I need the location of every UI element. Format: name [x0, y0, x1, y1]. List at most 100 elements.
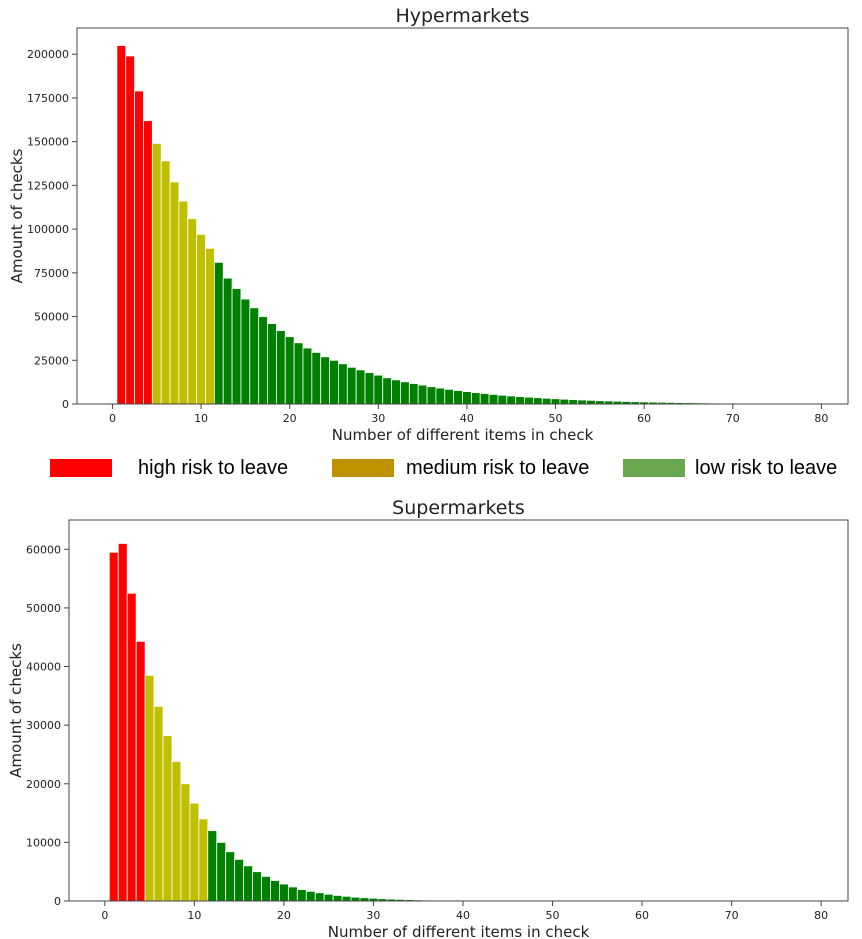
supermarkets-chart: Supermarkets 0 10 20 30 40 50 60 70 80 0 10000 20000…: [7, 497, 849, 939]
y-tick-label: 125000: [27, 179, 69, 192]
bar-30: [373, 374, 384, 405]
x-tick-label: 40: [460, 412, 474, 425]
bar-1: [116, 45, 127, 405]
bar-26: [332, 895, 343, 902]
risk-legend: high risk to leave medium risk to leave …: [0, 446, 862, 486]
bar-5: [151, 143, 162, 405]
bar-20: [279, 883, 289, 902]
bar-24: [314, 892, 325, 902]
bar-10: [196, 233, 206, 405]
bar-16: [249, 307, 260, 405]
bar-18: [261, 875, 271, 902]
x-tick-label: 80: [814, 412, 828, 425]
bar-36: [426, 386, 437, 405]
bar-25: [323, 893, 334, 902]
bar-3: [134, 90, 144, 405]
bar-24: [320, 356, 330, 405]
x-tick-label: 50: [546, 909, 560, 922]
bar-23: [311, 352, 322, 405]
x-tick-label: 80: [814, 909, 828, 922]
legend-label-high: high risk to leave: [138, 456, 289, 479]
x-tick-label: 70: [725, 909, 739, 922]
bar-31: [382, 377, 393, 405]
x-tick-label: 10: [187, 909, 201, 922]
bar-32: [391, 379, 401, 405]
bar-20: [284, 336, 295, 405]
legend-swatch-medium: [332, 459, 394, 477]
bar-53: [577, 399, 587, 405]
bar-28: [350, 896, 361, 902]
y-tick-label: 40000: [26, 661, 61, 674]
bar-29: [364, 372, 375, 405]
bar-25: [329, 359, 339, 405]
y-tick-label: 0: [62, 398, 69, 411]
legend-swatch-low: [623, 459, 685, 477]
bar-35: [417, 384, 428, 405]
bar-19: [275, 330, 286, 405]
x-tick-label: 0: [101, 909, 108, 922]
bars: [116, 45, 729, 405]
bar-1: [108, 551, 119, 902]
x-tick-label: 30: [366, 909, 380, 922]
bar-2: [125, 55, 136, 405]
x-axis-label: Number of different items in check: [332, 426, 594, 444]
bar-2: [117, 543, 128, 902]
bar-51: [559, 398, 570, 405]
bar-13: [216, 841, 227, 902]
bar-45: [506, 395, 517, 405]
legend-swatch-high: [50, 459, 112, 477]
bar-43: [488, 393, 499, 405]
x-tick-label: 40: [456, 909, 470, 922]
x-tick-label: 70: [726, 412, 740, 425]
bar-16: [243, 865, 253, 902]
bar-48: [532, 397, 543, 405]
bar-40: [462, 391, 472, 405]
y-tick-label: 150000: [27, 136, 69, 149]
bar-38: [444, 388, 455, 405]
bar-46: [515, 396, 525, 405]
bar-41: [470, 392, 481, 405]
bar-26: [338, 363, 348, 405]
bars: [108, 543, 468, 902]
y-tick-label: 25000: [34, 354, 69, 367]
bar-42: [479, 393, 490, 405]
bar-18: [267, 323, 277, 405]
bar-50: [550, 398, 561, 405]
y-tick-label: 30000: [26, 719, 61, 732]
legend-item-low: low risk to leave: [623, 456, 837, 480]
y-axis-label: Amount of checks: [8, 148, 26, 283]
bar-12: [213, 261, 224, 405]
y-tick-label: 20000: [26, 778, 61, 791]
hypermarkets-chart: Hypermarkets 0 10 20 30 40 50 60 70 80 0 25000 50000…: [8, 5, 849, 444]
bar-27: [341, 895, 352, 902]
bar-34: [408, 383, 419, 405]
bar-14: [225, 851, 236, 902]
x-tick-label: 30: [371, 412, 385, 425]
bar-6: [160, 160, 171, 405]
bar-9: [180, 783, 191, 902]
x-tick-label: 20: [283, 412, 297, 425]
plot-frame: [68, 519, 849, 902]
chart-title: Hypermarkets: [395, 5, 529, 27]
bar-17: [258, 316, 268, 405]
bar-7: [169, 181, 180, 405]
bar-14: [231, 288, 242, 405]
bar-47: [524, 396, 534, 405]
bar-11: [205, 247, 215, 405]
bar-39: [453, 390, 463, 405]
bar-15: [240, 298, 251, 405]
bar-21: [287, 886, 298, 902]
chart-title: Supermarkets: [392, 497, 525, 519]
bar-21: [293, 342, 304, 405]
bar-7: [162, 735, 173, 902]
y-tick-label: 200000: [27, 48, 69, 61]
bar-12: [207, 830, 218, 902]
bar-22: [296, 889, 307, 902]
legend-label-low: low risk to leave: [695, 456, 838, 479]
x-axis-label: Number of different items in check: [328, 923, 590, 939]
bar-10: [189, 802, 200, 902]
bar-4: [143, 120, 153, 405]
x-tick-label: 60: [637, 412, 651, 425]
bar-4: [135, 640, 146, 902]
bar-8: [171, 761, 182, 902]
